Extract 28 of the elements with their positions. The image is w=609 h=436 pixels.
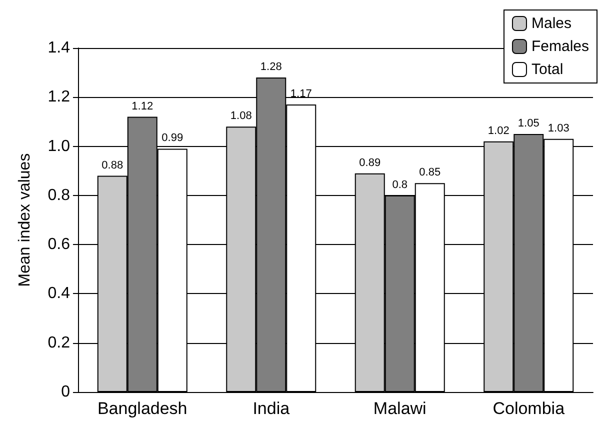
x-tick-label: Bangladesh: [97, 399, 188, 418]
data-label: 0.8: [392, 178, 408, 191]
data-label: 1.03: [548, 122, 570, 134]
y-tick-label: 0: [61, 384, 70, 400]
data-label: 1.02: [488, 124, 510, 137]
data-label: 0.88: [102, 159, 124, 172]
legend-label: Males: [531, 15, 572, 32]
y-tick-label: 0.4: [48, 285, 70, 302]
y-tick-label: 0.6: [48, 236, 70, 254]
y-tick-label: 1.0: [48, 138, 70, 155]
data-label: 1.12: [132, 100, 154, 112]
y-tick-label: 1.2: [48, 88, 70, 106]
data-label: 1.08: [230, 110, 252, 122]
data-label: 1.28: [260, 60, 282, 73]
x-tick-label: Malawi: [373, 399, 426, 418]
x-tick-label: India: [252, 399, 290, 418]
legend-label: Females: [531, 38, 590, 55]
data-label: 0.85: [419, 166, 441, 179]
data-label: 0.99: [162, 132, 184, 144]
x-tick-label: Colombia: [492, 399, 566, 418]
y-tick-label: 0.8: [48, 186, 70, 204]
data-label: 1.17: [290, 88, 312, 100]
legend-label: Total: [531, 61, 564, 78]
data-label: 0.89: [359, 156, 381, 169]
y-axis-title: Mean index values: [16, 153, 34, 287]
y-tick-label: 1.4: [48, 40, 70, 56]
y-tick-label: 0.2: [48, 334, 70, 352]
data-label: 1.05: [518, 118, 540, 130]
